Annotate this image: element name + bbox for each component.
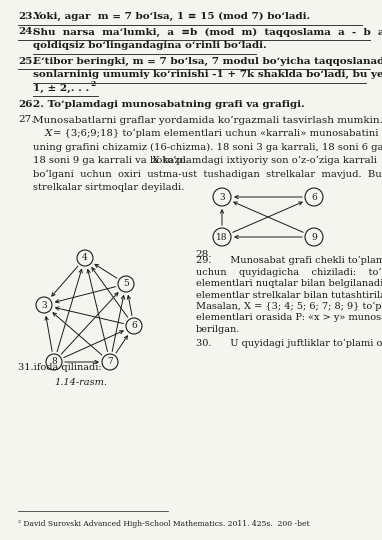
Text: 9: 9: [311, 233, 317, 241]
Text: 18: 18: [216, 233, 228, 241]
Text: qoldiqsiz bo‘lingandagina o‘rinli bo‘ladi.: qoldiqsiz bo‘lingandagina o‘rinli bo‘lad…: [33, 41, 267, 50]
Text: = {3;6;9;18} to‘plam elementlari uchun «karrali» munosabatini ko‘ramiz va: = {3;6;9;18} to‘plam elementlari uchun «…: [53, 129, 382, 138]
Text: X: X: [45, 129, 52, 138]
Text: 6: 6: [311, 192, 317, 201]
Text: elementlari orasida P: «x > y» munosabat: elementlari orasida P: «x > y» munosabat: [196, 314, 382, 322]
Text: 2. To‘plamdagi munosabatning grafi va grafigi.: 2. To‘plamdagi munosabatning grafi va gr…: [33, 100, 305, 109]
Text: 6: 6: [131, 321, 137, 330]
Text: Masalan, X = {3; 4; 5; 6; 7; 8; 9} to‘plam: Masalan, X = {3; 4; 5; 6; 7; 8; 9} to‘pl…: [196, 302, 382, 312]
Text: E‘tibor beringki, m = 7 bo‘lsa, 7 modul bo‘yicha taqqoslanadigan butun: E‘tibor beringki, m = 7 bo‘lsa, 7 modul …: [33, 57, 382, 65]
Text: 25.: 25.: [18, 57, 36, 65]
Text: 23.: 23.: [18, 12, 36, 21]
Text: uchun    quyidagicha    chiziladi:    to‘plam: uchun quyidagicha chiziladi: to‘plam: [196, 267, 382, 277]
Text: 28.: 28.: [195, 250, 212, 259]
Text: 4: 4: [82, 253, 88, 262]
Text: ² David Surovski Advanсed High-School Mathematics. 2011. 425s.  200 -bet: ² David Surovski Advanсed High-School Ma…: [18, 520, 310, 528]
Text: elementlar strelkalar bilan tutashtiriladi.: elementlar strelkalar bilan tutashtirila…: [196, 291, 382, 300]
Text: 7: 7: [107, 357, 113, 367]
Text: 1.14-rasm.: 1.14-rasm.: [54, 378, 107, 387]
Text: elementlari nuqtalar bilan belgilanadi, mos: elementlari nuqtalar bilan belgilanadi, …: [196, 279, 382, 288]
Text: 31.ifoda qilinadi:: 31.ifoda qilinadi:: [18, 363, 102, 373]
Text: 27.: 27.: [18, 116, 34, 125]
Text: bo‘lgani  uchun  oxiri  ustma-ust  tushadigan  strelkalar  mavjud.  Bunday: bo‘lgani uchun oxiri ustma-ust tushadiga…: [33, 170, 382, 179]
Text: Shu  narsa  ma‘lumki,  a  ≡b  (mod  m)  taqqoslama  a  -  b  ayirma  m  ga: Shu narsa ma‘lumki, a ≡b (mod m) taqqosl…: [33, 28, 382, 37]
Text: berilgan.: berilgan.: [196, 325, 240, 334]
Text: 1, ± 2,. . .: 1, ± 2,. . .: [33, 84, 89, 92]
Text: sonlarninig umumiy ko‘rinishi -1 + 7k shaklda bo‘ladi, bu yerda k = 0, ±: sonlarninig umumiy ko‘rinishi -1 + 7k sh…: [33, 70, 382, 79]
Text: 5: 5: [123, 280, 129, 288]
Text: 2: 2: [90, 80, 95, 89]
Text: uning grafini chizamiz (16-chizma). 18 soni 3 ga karrali, 18 soni 6 ga karrali,: uning grafini chizamiz (16-chizma). 18 s…: [33, 143, 382, 152]
Text: 26.: 26.: [18, 100, 36, 109]
Text: 3: 3: [219, 192, 225, 201]
Text: 8: 8: [51, 357, 57, 367]
Text: Munosabatlarni graflar yordamida ko‘rgazmali tasvirlash mumkin. Masalan:: Munosabatlarni graflar yordamida ko‘rgaz…: [33, 116, 382, 125]
Text: 24.: 24.: [18, 28, 36, 37]
Text: to‘plamdagi ixtiyoriy son o‘z-o‘ziga karrali: to‘plamdagi ixtiyoriy son o‘z-o‘ziga kar…: [160, 156, 377, 165]
Text: Yoki, agar  m = 7 bo‘lsa, 1 ≡ 15 (mod 7) bo‘ladi.: Yoki, agar m = 7 bo‘lsa, 1 ≡ 15 (mod 7) …: [33, 12, 310, 21]
Text: 29.      Munosabat grafi chekli to‘plamlar: 29. Munosabat grafi chekli to‘plamlar: [196, 256, 382, 265]
Text: 18 soni 9 ga karrali va hokazo.: 18 soni 9 ga karrali va hokazo.: [33, 156, 195, 165]
Text: X: X: [152, 156, 159, 165]
Text: 30.      U quyidagi juftliklar to‘plami orqali: 30. U quyidagi juftliklar to‘plami orqal…: [196, 339, 382, 348]
Text: strelkalar sirtmoqlar deyiladi.: strelkalar sirtmoqlar deyiladi.: [33, 183, 185, 192]
Text: 3: 3: [41, 300, 47, 309]
